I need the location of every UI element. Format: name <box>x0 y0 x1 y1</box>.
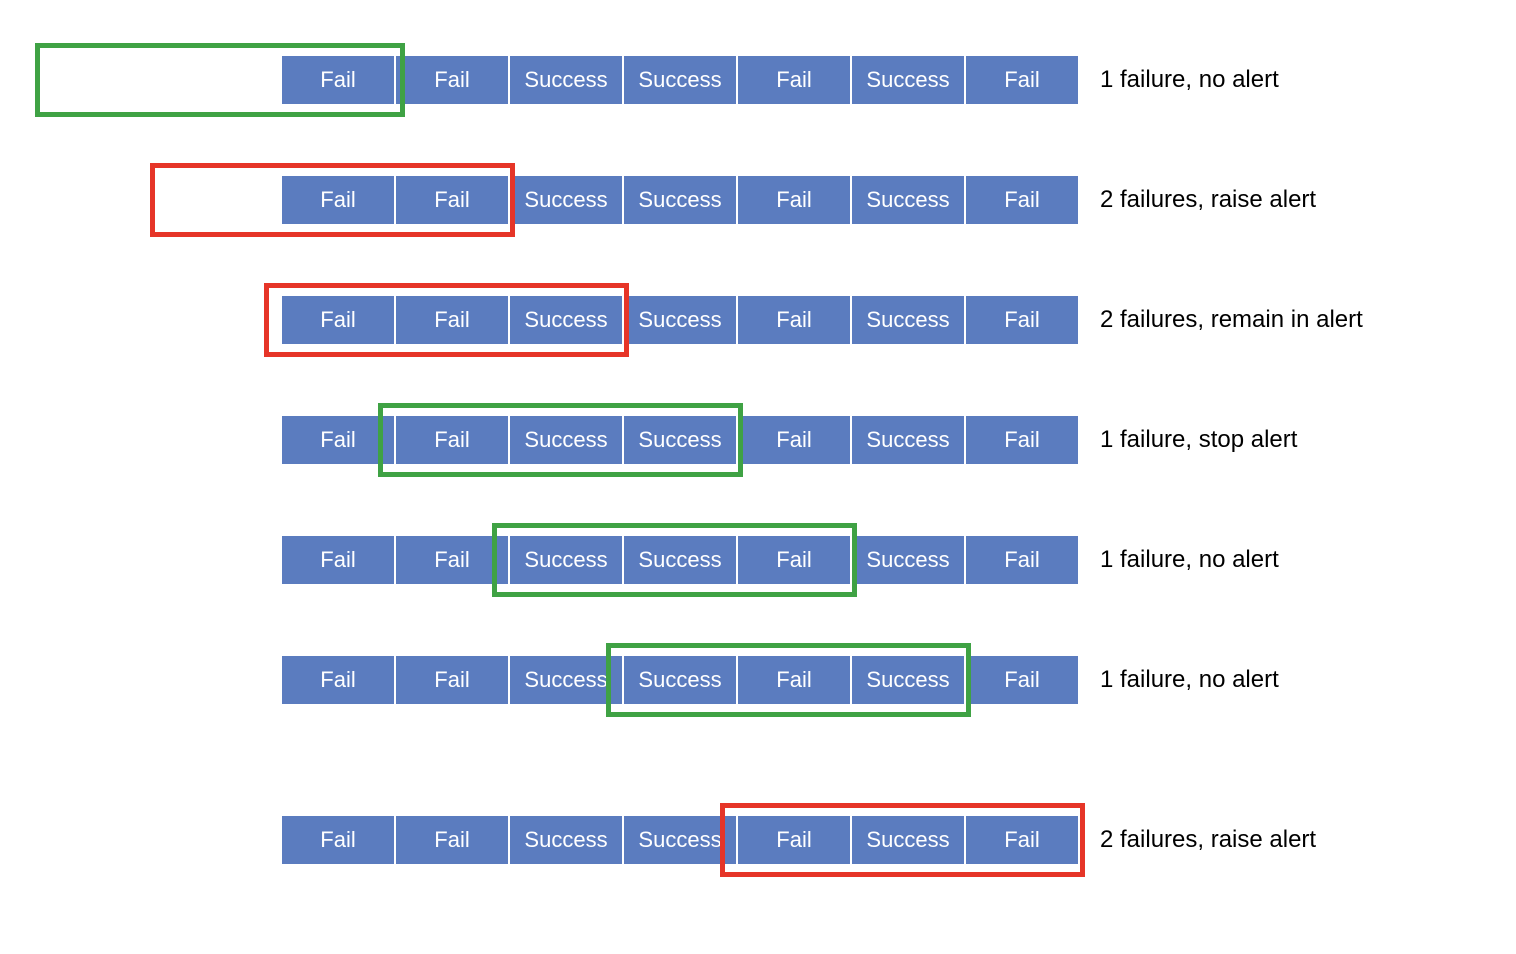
success-cell: Success <box>851 175 965 225</box>
success-cell: Success <box>509 815 623 865</box>
fail-cell: Fail <box>281 535 395 585</box>
fail-cell: Fail <box>395 815 509 865</box>
success-cell: Success <box>509 55 623 105</box>
success-cell: Success <box>623 295 737 345</box>
diagram-row: FailFailSuccessSuccessFailSuccessFail1 f… <box>20 415 1516 465</box>
fail-cell: Fail <box>395 55 509 105</box>
fail-cell: Fail <box>737 295 851 345</box>
fail-cell: Fail <box>965 295 1079 345</box>
diagram-row: FailFailSuccessSuccessFailSuccessFail1 f… <box>20 655 1516 705</box>
window-red <box>720 803 1085 877</box>
fail-cell: Fail <box>965 55 1079 105</box>
fail-cell: Fail <box>281 655 395 705</box>
success-cell: Success <box>851 55 965 105</box>
row-caption: 1 failure, stop alert <box>1100 426 1297 454</box>
fail-cell: Fail <box>965 535 1079 585</box>
row-caption: 2 failures, raise alert <box>1100 186 1316 214</box>
success-cell: Success <box>851 295 965 345</box>
window-green <box>35 43 405 117</box>
success-cell: Success <box>509 175 623 225</box>
fail-cell: Fail <box>965 415 1079 465</box>
fail-cell: Fail <box>965 175 1079 225</box>
fail-cell: Fail <box>395 655 509 705</box>
row-caption: 2 failures, remain in alert <box>1100 306 1363 334</box>
window-green <box>378 403 743 477</box>
fail-cell: Fail <box>281 815 395 865</box>
diagram-row: FailFailSuccessSuccessFailSuccessFail2 f… <box>20 295 1516 345</box>
diagram-row: FailFailSuccessSuccessFailSuccessFail2 f… <box>20 815 1516 865</box>
alert-window-diagram: FailFailSuccessSuccessFailSuccessFail1 f… <box>20 20 1516 934</box>
window-red <box>150 163 515 237</box>
fail-cell: Fail <box>737 415 851 465</box>
row-caption: 1 failure, no alert <box>1100 66 1279 94</box>
row-caption: 1 failure, no alert <box>1100 546 1279 574</box>
window-red <box>264 283 629 357</box>
diagram-row: FailFailSuccessSuccessFailSuccessFail1 f… <box>20 55 1516 105</box>
row-caption: 1 failure, no alert <box>1100 666 1279 694</box>
row-caption: 2 failures, raise alert <box>1100 826 1316 854</box>
diagram-row: FailFailSuccessSuccessFailSuccessFail2 f… <box>20 175 1516 225</box>
diagram-row: FailFailSuccessSuccessFailSuccessFail1 f… <box>20 535 1516 585</box>
fail-cell: Fail <box>965 655 1079 705</box>
success-cell: Success <box>623 175 737 225</box>
fail-cell: Fail <box>737 175 851 225</box>
window-green <box>606 643 971 717</box>
success-cell: Success <box>623 55 737 105</box>
fail-cell: Fail <box>737 55 851 105</box>
window-green <box>492 523 857 597</box>
success-cell: Success <box>851 415 965 465</box>
success-cell: Success <box>851 535 965 585</box>
